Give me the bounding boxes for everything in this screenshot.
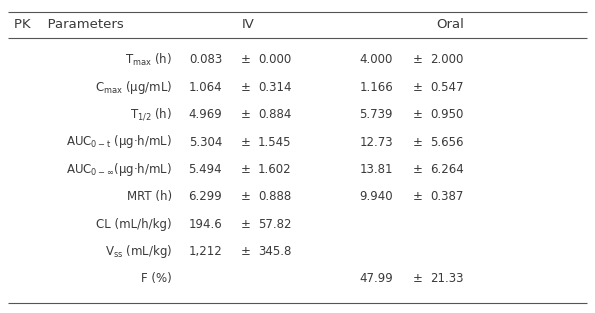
Text: 1.166: 1.166 — [359, 81, 393, 94]
Text: C$_\mathregular{max}$ (μg/mL): C$_\mathregular{max}$ (μg/mL) — [95, 79, 172, 96]
Text: 4.969: 4.969 — [188, 108, 222, 121]
Text: IV: IV — [242, 18, 255, 30]
Text: 6.299: 6.299 — [188, 190, 222, 203]
Text: 13.81: 13.81 — [359, 163, 393, 176]
Text: ±: ± — [241, 218, 251, 231]
Text: PK    Parameters: PK Parameters — [14, 18, 124, 30]
Text: ±: ± — [241, 245, 251, 258]
Text: ±: ± — [241, 54, 251, 66]
Text: Oral: Oral — [436, 18, 464, 30]
Text: 4.000: 4.000 — [359, 54, 393, 66]
Text: V$_\mathregular{ss}$ (mL/kg): V$_\mathregular{ss}$ (mL/kg) — [105, 243, 172, 260]
Text: ±: ± — [241, 163, 251, 176]
Text: ±: ± — [413, 81, 423, 94]
Text: 57.82: 57.82 — [258, 218, 292, 231]
Text: 0.083: 0.083 — [189, 54, 222, 66]
Text: T$_\mathregular{1/2}$ (h): T$_\mathregular{1/2}$ (h) — [130, 107, 172, 122]
Text: 5.739: 5.739 — [359, 108, 393, 121]
Text: ±: ± — [413, 108, 423, 121]
Text: 0.000: 0.000 — [258, 54, 291, 66]
Text: 0.950: 0.950 — [430, 108, 464, 121]
Text: 5.494: 5.494 — [189, 163, 222, 176]
Text: 12.73: 12.73 — [359, 136, 393, 148]
Text: 1.064: 1.064 — [189, 81, 222, 94]
Text: 0.884: 0.884 — [258, 108, 292, 121]
Text: ±: ± — [413, 136, 423, 148]
Text: AUC$_\mathregular{0-∞}$(μg·h/mL): AUC$_\mathregular{0-∞}$(μg·h/mL) — [66, 161, 172, 178]
Text: 1.545: 1.545 — [258, 136, 292, 148]
Text: 0.547: 0.547 — [430, 81, 464, 94]
Text: 47.99: 47.99 — [359, 272, 393, 285]
Text: CL (mL/h/kg): CL (mL/h/kg) — [96, 218, 172, 231]
Text: ±: ± — [241, 108, 251, 121]
Text: 0.387: 0.387 — [430, 190, 464, 203]
Text: ±: ± — [413, 190, 423, 203]
Text: 5.656: 5.656 — [430, 136, 464, 148]
Text: F (%): F (%) — [141, 272, 172, 285]
Text: 2.000: 2.000 — [430, 54, 464, 66]
Text: 5.304: 5.304 — [189, 136, 222, 148]
Text: 21.33: 21.33 — [430, 272, 464, 285]
Text: 0.888: 0.888 — [258, 190, 291, 203]
Text: MRT (h): MRT (h) — [127, 190, 172, 203]
Text: ±: ± — [413, 54, 423, 66]
Text: ±: ± — [241, 81, 251, 94]
Text: T$_\mathregular{max}$ (h): T$_\mathregular{max}$ (h) — [125, 52, 172, 68]
Text: ±: ± — [241, 136, 251, 148]
Text: 0.314: 0.314 — [258, 81, 292, 94]
Text: 1,212: 1,212 — [188, 245, 222, 258]
Text: 194.6: 194.6 — [188, 218, 222, 231]
Text: ±: ± — [413, 163, 423, 176]
Text: 1.602: 1.602 — [258, 163, 292, 176]
Text: 345.8: 345.8 — [258, 245, 292, 258]
Text: ±: ± — [413, 272, 423, 285]
Text: ±: ± — [241, 190, 251, 203]
Text: AUC$_\mathregular{0-t}$ (μg·h/mL): AUC$_\mathregular{0-t}$ (μg·h/mL) — [66, 134, 172, 151]
Text: 6.264: 6.264 — [430, 163, 464, 176]
Text: 9.940: 9.940 — [359, 190, 393, 203]
